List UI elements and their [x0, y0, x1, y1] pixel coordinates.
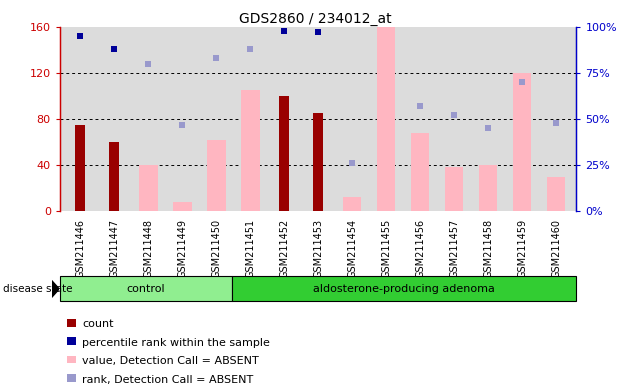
Text: control: control [127, 284, 165, 294]
Bar [76, 125, 85, 211]
Bar [139, 165, 158, 211]
Bar [232, 276, 576, 301]
Bar [67, 319, 76, 326]
Bar [313, 113, 323, 211]
Text: value, Detection Call = ABSENT: value, Detection Call = ABSENT [82, 356, 259, 366]
Text: disease state: disease state [3, 284, 72, 294]
Bar [411, 133, 430, 211]
Bar [279, 96, 289, 211]
Text: percentile rank within the sample: percentile rank within the sample [82, 338, 270, 348]
Bar [479, 165, 498, 211]
Bar [241, 90, 260, 211]
Text: count: count [82, 319, 113, 329]
Bar [547, 177, 565, 211]
Polygon shape [52, 280, 59, 297]
Bar [377, 27, 396, 211]
Bar [67, 337, 76, 345]
Bar [60, 276, 232, 301]
Bar [173, 202, 192, 211]
Text: rank, Detection Call = ABSENT: rank, Detection Call = ABSENT [82, 375, 253, 384]
Bar [207, 140, 226, 211]
Text: GDS2860 / 234012_at: GDS2860 / 234012_at [239, 12, 391, 25]
Bar [513, 73, 532, 211]
Bar [67, 374, 76, 382]
Bar [67, 356, 76, 363]
Bar [110, 142, 119, 211]
Text: aldosterone-producing adenoma: aldosterone-producing adenoma [313, 284, 495, 294]
Bar [445, 167, 464, 211]
Bar [343, 197, 362, 211]
